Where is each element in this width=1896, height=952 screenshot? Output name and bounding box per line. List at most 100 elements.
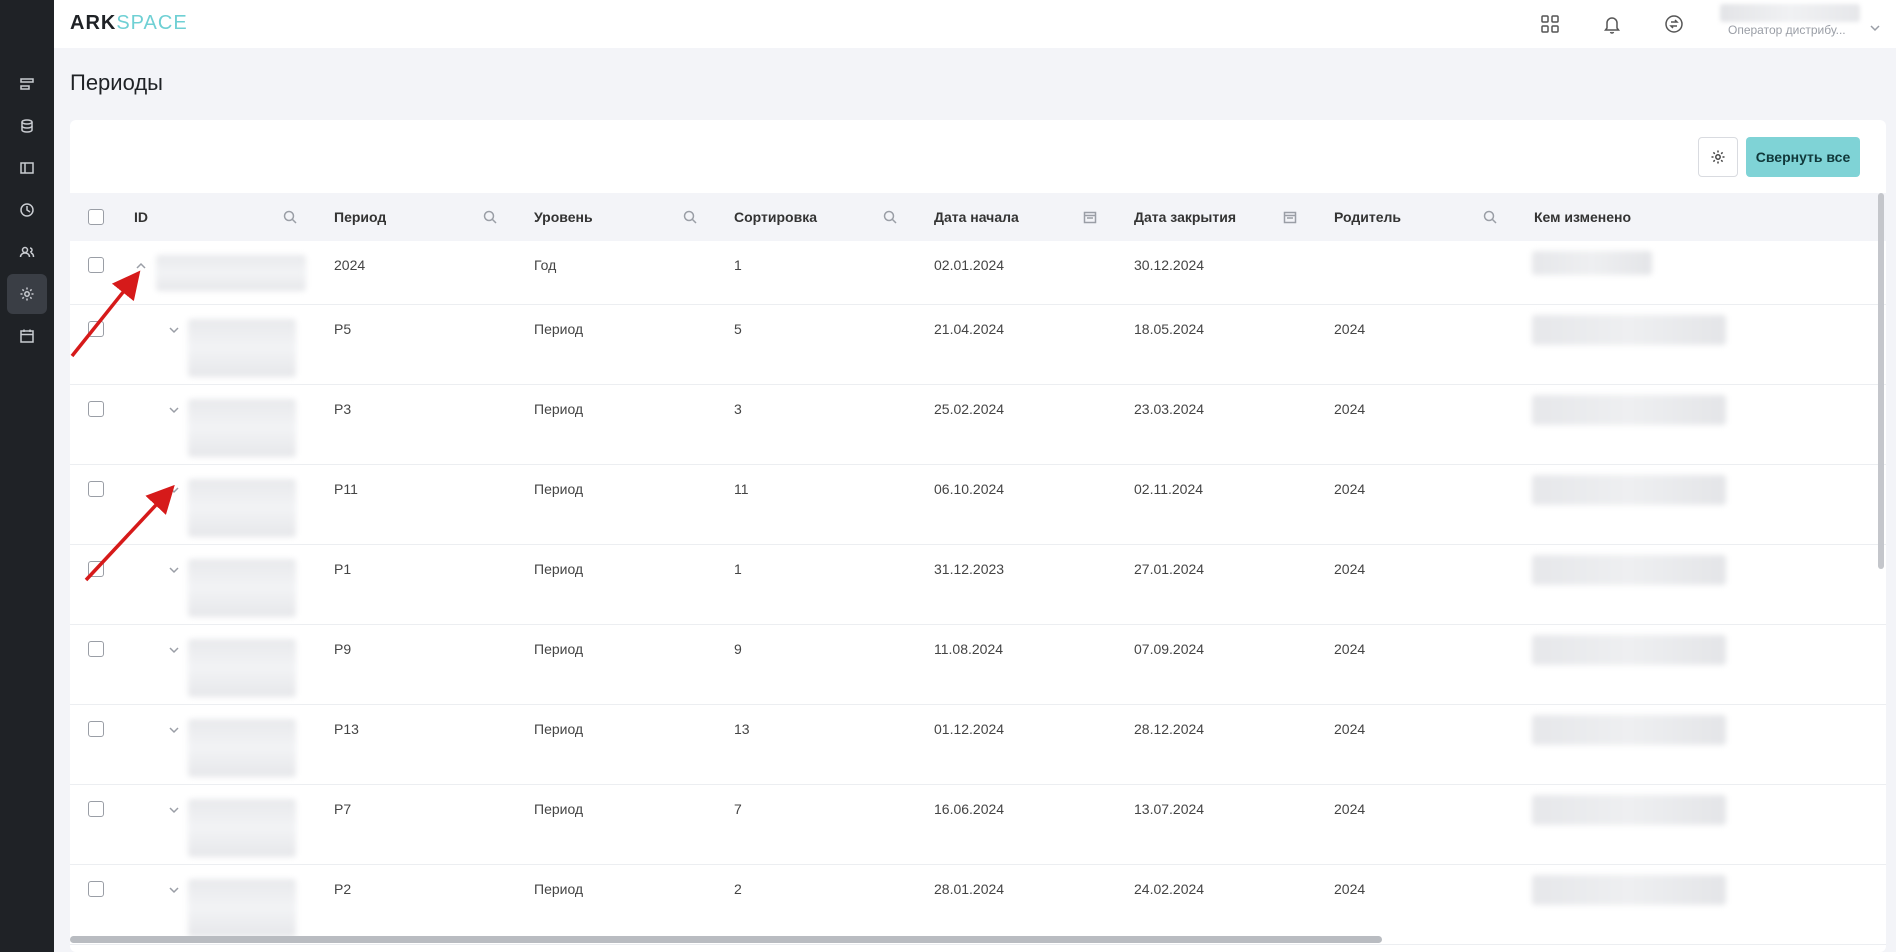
cell-level: Период bbox=[534, 481, 584, 497]
cell-period: P5 bbox=[334, 321, 352, 337]
cell-parent: 2024 bbox=[1334, 801, 1366, 817]
chevron-down-icon[interactable] bbox=[168, 483, 180, 495]
table-row[interactable]: P11 Период 11 06.10.2024 02.11.2024 2024 bbox=[70, 465, 1886, 545]
column-header-level[interactable]: Уровень bbox=[534, 209, 593, 225]
modified-by-redacted bbox=[1532, 555, 1726, 585]
sidebar-item-users[interactable] bbox=[7, 232, 47, 272]
sidebar-item-history[interactable] bbox=[7, 190, 47, 230]
modified-by-redacted bbox=[1532, 475, 1726, 505]
search-icon[interactable] bbox=[283, 210, 297, 224]
gear-icon bbox=[20, 287, 34, 301]
table-row[interactable]: P7 Период 7 16.06.2024 13.07.2024 2024 bbox=[70, 785, 1886, 865]
sidebar-item-settings[interactable] bbox=[7, 274, 47, 314]
cell-end: 23.03.2024 bbox=[1134, 401, 1205, 417]
table-row[interactable]: P2 Период 2 28.01.2024 24.02.2024 2024 bbox=[70, 865, 1886, 945]
row-checkbox[interactable] bbox=[88, 321, 104, 337]
bell-icon bbox=[1604, 17, 1620, 34]
search-icon[interactable] bbox=[1483, 210, 1497, 224]
cell-end: 18.05.2024 bbox=[1134, 321, 1205, 337]
modified-by-redacted bbox=[1532, 635, 1726, 665]
collapse-all-button[interactable]: Свернуть все bbox=[1746, 137, 1860, 177]
sidebar-item-layout[interactable] bbox=[7, 148, 47, 188]
user-menu[interactable]: Оператор дистрибу... bbox=[1720, 4, 1890, 42]
cell-start: 02.01.2024 bbox=[934, 257, 1005, 273]
chevron-down-icon[interactable] bbox=[168, 323, 180, 335]
cell-level: Период bbox=[534, 721, 584, 737]
database-icon bbox=[21, 119, 33, 133]
modified-by-redacted bbox=[1532, 795, 1726, 825]
grid-icon bbox=[1541, 15, 1559, 33]
row-checkbox[interactable] bbox=[88, 257, 104, 273]
vertical-scrollbar[interactable] bbox=[1878, 193, 1884, 569]
search-icon[interactable] bbox=[483, 210, 497, 224]
row-checkbox[interactable] bbox=[88, 721, 104, 737]
column-header-sort[interactable]: Сортировка bbox=[734, 209, 817, 225]
modified-by-redacted bbox=[1532, 315, 1726, 345]
column-header-period[interactable]: Период bbox=[334, 209, 387, 225]
chevron-down-icon bbox=[1870, 20, 1880, 32]
cell-sort: 5 bbox=[734, 321, 742, 337]
id-redacted bbox=[156, 255, 306, 291]
cell-sort: 7 bbox=[734, 801, 742, 817]
chevron-down-icon[interactable] bbox=[168, 883, 180, 895]
cell-start: 31.12.2023 bbox=[934, 561, 1005, 577]
table-row[interactable]: 2024 Год 1 02.01.2024 30.12.2024 bbox=[70, 241, 1886, 305]
search-icon[interactable] bbox=[683, 210, 697, 224]
table-row[interactable]: P5 Период 5 21.04.2024 18.05.2024 2024 bbox=[70, 305, 1886, 385]
id-redacted bbox=[188, 399, 296, 457]
clock-icon bbox=[20, 203, 34, 217]
row-checkbox[interactable] bbox=[88, 881, 104, 897]
modified-by-redacted bbox=[1532, 251, 1652, 275]
calendar-icon[interactable] bbox=[1083, 210, 1097, 224]
cell-level: Период bbox=[534, 321, 584, 337]
switch-button[interactable] bbox=[1660, 10, 1688, 38]
cell-period: P3 bbox=[334, 401, 352, 417]
sidebar-item-database[interactable] bbox=[7, 106, 47, 146]
id-redacted bbox=[188, 799, 296, 857]
column-header-id[interactable]: ID bbox=[134, 209, 148, 225]
table-settings-button[interactable] bbox=[1698, 137, 1738, 177]
chevron-down-icon[interactable] bbox=[168, 563, 180, 575]
logo-text-space: SPACE bbox=[116, 12, 188, 34]
horizontal-scrollbar[interactable] bbox=[70, 936, 1382, 943]
sidebar-item-calendar[interactable] bbox=[7, 316, 47, 356]
cell-level: Период bbox=[534, 881, 584, 897]
cell-sort: 11 bbox=[734, 481, 749, 497]
user-role: Оператор дистрибу... bbox=[1728, 23, 1846, 37]
sidebar-item-list[interactable] bbox=[7, 64, 47, 104]
row-checkbox[interactable] bbox=[88, 401, 104, 417]
column-header-parent[interactable]: Родитель bbox=[1334, 209, 1401, 225]
chevron-down-icon[interactable] bbox=[168, 803, 180, 815]
column-header-modified_by[interactable]: Кем изменено bbox=[1534, 209, 1632, 225]
row-checkbox[interactable] bbox=[88, 481, 104, 497]
column-header-end[interactable]: Дата закрытия bbox=[1134, 209, 1236, 225]
cell-parent: 2024 bbox=[1334, 401, 1366, 417]
table-row[interactable]: P1 Период 1 31.12.2023 27.01.2024 2024 bbox=[70, 545, 1886, 625]
notifications-button[interactable] bbox=[1598, 10, 1626, 38]
id-redacted bbox=[188, 719, 296, 777]
select-all-checkbox[interactable] bbox=[88, 209, 104, 225]
column-header-start[interactable]: Дата начала bbox=[934, 209, 1019, 225]
cell-period: P7 bbox=[334, 801, 352, 817]
row-checkbox[interactable] bbox=[88, 641, 104, 657]
table-row[interactable]: P3 Период 3 25.02.2024 23.03.2024 2024 bbox=[70, 385, 1886, 465]
cell-end: 24.02.2024 bbox=[1134, 881, 1205, 897]
chevron-down-icon[interactable] bbox=[168, 403, 180, 415]
search-icon[interactable] bbox=[883, 210, 897, 224]
cell-sort: 3 bbox=[734, 401, 742, 417]
table-row[interactable]: P13 Период 13 01.12.2024 28.12.2024 2024 bbox=[70, 705, 1886, 785]
chevron-down-icon[interactable] bbox=[168, 643, 180, 655]
app-logo[interactable]: ARKSPACE bbox=[70, 12, 188, 35]
row-checkbox[interactable] bbox=[88, 801, 104, 817]
cell-parent: 2024 bbox=[1334, 561, 1366, 577]
chevron-down-icon[interactable] bbox=[168, 723, 180, 735]
chevron-up-icon[interactable] bbox=[135, 259, 147, 271]
id-redacted bbox=[188, 559, 296, 617]
row-checkbox[interactable] bbox=[88, 561, 104, 577]
apps-button[interactable] bbox=[1536, 10, 1564, 38]
cell-level: Период bbox=[534, 401, 584, 417]
table-row[interactable]: P9 Период 9 11.08.2024 07.09.2024 2024 bbox=[70, 625, 1886, 705]
id-redacted bbox=[188, 639, 296, 697]
calendar-icon[interactable] bbox=[1283, 210, 1297, 224]
id-redacted bbox=[188, 879, 296, 937]
